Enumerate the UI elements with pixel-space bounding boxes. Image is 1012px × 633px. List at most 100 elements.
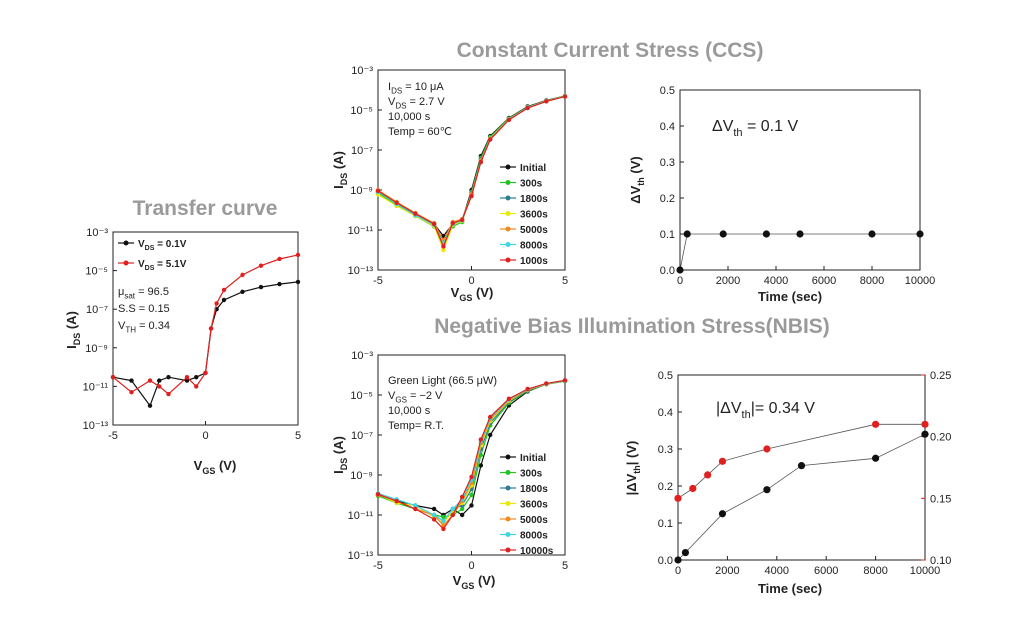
legend-label: 8000s xyxy=(520,531,548,542)
y-axis-label-part: |ΔV xyxy=(624,473,639,495)
y-tick-label: 10⁻³ xyxy=(351,350,373,362)
data-point xyxy=(796,230,804,238)
data-point xyxy=(450,506,455,512)
series-line xyxy=(377,96,566,249)
y-tick-label: 0.1 xyxy=(660,229,675,241)
x-tick-label: 4000 xyxy=(765,565,789,577)
legend-marker xyxy=(505,211,511,216)
y-axis-label: IDS (A) xyxy=(331,151,349,189)
annotation: ΔVth = 0.1 V xyxy=(712,118,798,139)
y2-tick-label: 0.10 xyxy=(930,555,951,567)
data-point xyxy=(450,512,455,518)
annotation-part: TH xyxy=(125,325,136,334)
annotation-part: GS xyxy=(395,395,407,404)
legend-label-part: V xyxy=(138,239,145,250)
data-point xyxy=(674,494,682,502)
y-tick-label: 10⁻⁹ xyxy=(350,470,373,482)
data-point xyxy=(194,384,199,389)
y-axis-label-part: ΔV xyxy=(628,185,643,203)
data-point xyxy=(797,462,806,470)
annotation: VDS = 2.7 V xyxy=(388,96,445,110)
annotation-part: Green Light (66.5 μW) xyxy=(388,375,497,387)
data-point xyxy=(184,378,190,383)
section-heading: Constant Current Stress (CCS) xyxy=(457,39,764,62)
annotation-part: DS xyxy=(391,86,402,95)
data-point xyxy=(258,284,264,290)
data-point xyxy=(441,518,446,524)
data-point xyxy=(681,549,690,557)
legend-label-part: V xyxy=(138,259,145,270)
legend-marker xyxy=(505,532,511,537)
series-line xyxy=(377,379,566,530)
annotation: Green Light (66.5 μW) xyxy=(388,375,497,387)
y-tick-label: 10⁻¹¹ xyxy=(83,381,109,393)
annotation-part: = 96.5 xyxy=(135,286,169,298)
data-point xyxy=(431,512,437,518)
x-tick-label: 10000 xyxy=(905,275,936,287)
y-axis-label: IDS (A) xyxy=(331,436,349,474)
x-tick-label: 0 xyxy=(468,275,474,287)
annotation-part: = 0.1 V xyxy=(743,118,799,135)
x-axis-label: Time (sec) xyxy=(758,289,822,304)
x-axis-label-part: Time (sec) xyxy=(758,581,822,596)
legend-label: VDS = 0.1V xyxy=(138,239,187,252)
y-tick-label: 10⁻¹¹ xyxy=(348,510,374,522)
data-point xyxy=(459,506,465,512)
data-point xyxy=(129,378,134,383)
y-axis-label-part: (A) xyxy=(64,311,79,333)
section-heading: Negative Bias Illumination Stress(NBIS) xyxy=(434,315,830,338)
data-point xyxy=(441,244,446,249)
annotation-part: S.S = 0.15 xyxy=(118,303,170,315)
data-point xyxy=(459,494,465,500)
data-point xyxy=(921,420,929,428)
data-point xyxy=(450,220,455,226)
annotation-part: |ΔV xyxy=(716,400,742,417)
annotation-part: 10,000 s xyxy=(388,405,431,417)
legend-label-part: 1000s xyxy=(520,256,548,267)
legend-label-part: 10000s xyxy=(520,546,554,557)
y-tick-label: 0.3 xyxy=(660,157,675,169)
legend-marker xyxy=(505,242,511,247)
data-point xyxy=(562,378,568,383)
annotation-part: = 10 μA xyxy=(402,81,444,93)
annotation-part: Temp= R.T. xyxy=(388,420,444,432)
x-tick-label: 0 xyxy=(677,275,683,287)
y-tick-label: 0.3 xyxy=(658,444,673,456)
series-line xyxy=(112,281,299,407)
annotation-part: 10,000 s xyxy=(388,111,431,123)
data-point xyxy=(921,430,929,438)
data-point xyxy=(916,230,924,238)
y-tick-label: 0.5 xyxy=(658,370,673,382)
annotation-part: sat xyxy=(124,291,135,300)
x-tick-label: 0 xyxy=(468,560,474,572)
legend-label-part: Initial xyxy=(520,453,546,464)
data-point xyxy=(872,420,880,428)
annotation: |ΔVth|= 0.34 V xyxy=(716,400,815,421)
y-axis-label-part: th xyxy=(636,177,646,186)
x-tick-label: 8000 xyxy=(863,565,887,577)
x-axis-label-part: V xyxy=(451,285,460,300)
legend-label: 1800s xyxy=(520,484,548,495)
legend-label: Initial xyxy=(520,163,546,174)
y-axis-label-part: (A) xyxy=(331,436,346,458)
y2-tick-label: 0.25 xyxy=(930,370,951,382)
data-point xyxy=(718,510,727,518)
data-point xyxy=(441,247,446,253)
x-axis-label: VGS (V) xyxy=(194,458,237,476)
x-axis-label-part: GS xyxy=(461,581,474,591)
y2-tick-label: 0.15 xyxy=(930,493,951,505)
y-axis-label-part: th xyxy=(632,465,642,474)
y-tick-label: 10⁻⁹ xyxy=(85,343,108,355)
y-tick-label: 10⁻⁹ xyxy=(350,185,373,197)
y-axis-label-part: I xyxy=(331,470,346,474)
y-tick-label: 0.4 xyxy=(660,121,675,133)
x-tick-label: -5 xyxy=(373,275,383,287)
y-axis-label-part: I xyxy=(331,185,346,189)
data-point xyxy=(184,374,190,380)
data-point xyxy=(413,506,418,512)
annotation-part: |= 0.34 V xyxy=(751,400,816,417)
data-point xyxy=(258,263,264,268)
data-point xyxy=(525,386,530,392)
x-axis-label: VGS (V) xyxy=(451,285,494,303)
